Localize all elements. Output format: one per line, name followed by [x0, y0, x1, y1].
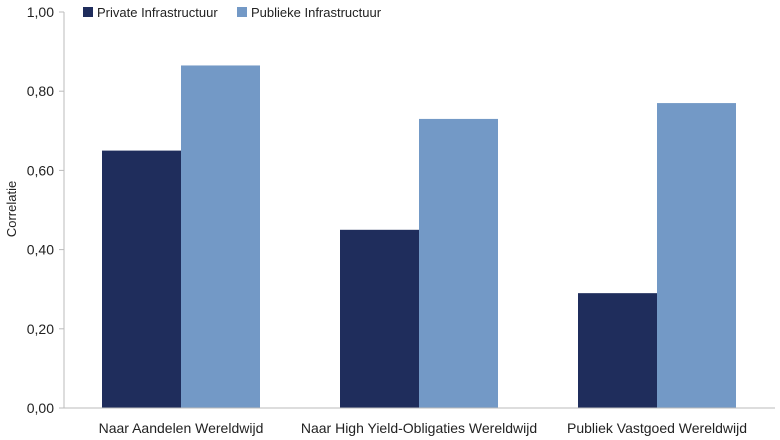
bar-publieke-2 [419, 118, 498, 409]
legend-label: Private Infrastructuur [97, 5, 218, 20]
y-tick-label: 0,40 [27, 242, 54, 258]
y-tick-label: 0,00 [27, 400, 54, 416]
y-axis-title: Correlatie [4, 181, 19, 237]
x-axis-labels: Naar Aandelen Wereldwijd Naar High Yield-… [99, 420, 747, 436]
bars [102, 65, 736, 409]
bar-private-3 [578, 293, 657, 408]
y-tick-label: 0,20 [27, 321, 54, 337]
bar-publieke-1 [181, 65, 260, 409]
x-category-label: Publiek Vastgoed Wereldwijd [567, 420, 747, 436]
bar-private-1 [102, 150, 181, 408]
y-tick-label: 1,00 [27, 4, 54, 20]
bar-private-2 [340, 229, 419, 408]
legend-swatch [83, 7, 93, 17]
y-tick-label: 0,80 [27, 83, 54, 99]
bar-publieke-3 [657, 103, 736, 408]
legend-label: Publieke Infrastructuur [251, 5, 382, 20]
x-category-label: Naar High Yield-Obligaties Wereldwijd [301, 420, 537, 436]
legend-swatch [237, 7, 247, 17]
x-category-label: Naar Aandelen Wereldwijd [99, 420, 264, 436]
y-tick-label: 0,60 [27, 162, 54, 178]
legend: Private Infrastructuur Publieke Infrastru… [83, 5, 382, 20]
y-axis-ticks: 0,00 0,20 0,40 0,60 0,80 1,00 [27, 4, 64, 416]
